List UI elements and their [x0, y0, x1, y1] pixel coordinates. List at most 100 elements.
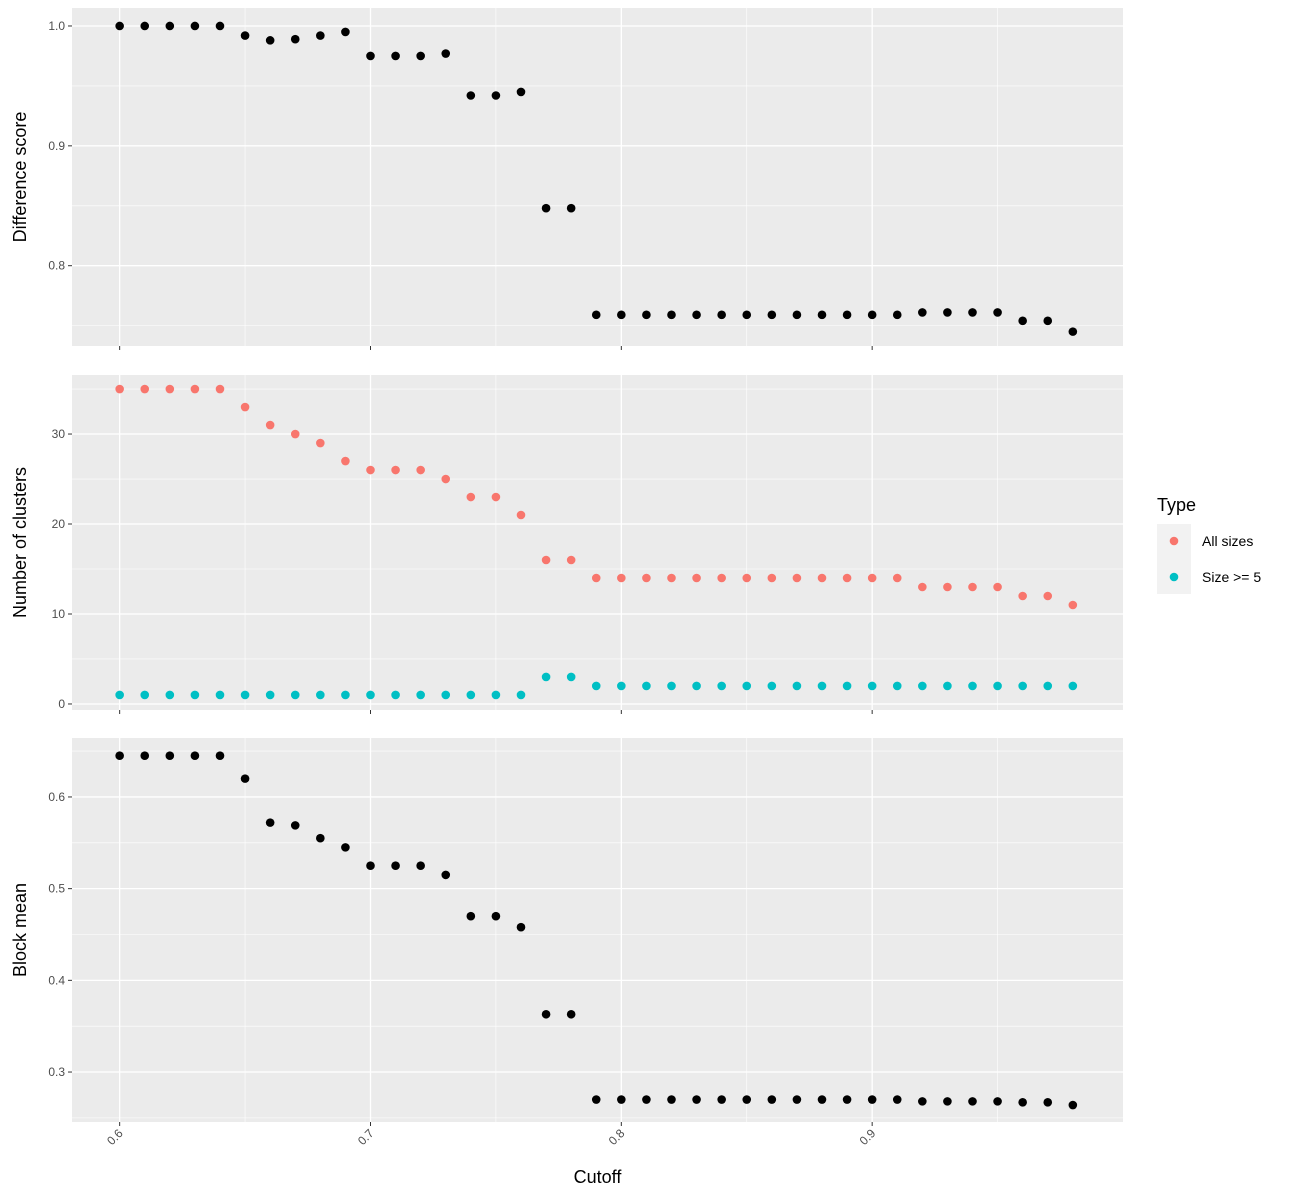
data-point [115, 751, 124, 760]
data-point [240, 402, 250, 412]
data-point [667, 681, 676, 691]
data-point [817, 681, 827, 691]
data-point [1043, 316, 1053, 326]
data-point [115, 690, 124, 700]
data-point [867, 573, 877, 583]
y-tick-label: 0.8 [48, 259, 65, 273]
y-tick-label: 0.6 [48, 790, 65, 804]
data-point [842, 310, 852, 320]
data-point [265, 690, 275, 700]
data-point [316, 438, 325, 448]
data-point [391, 690, 400, 700]
data-point [968, 582, 977, 592]
data-point [792, 681, 802, 691]
data-point [215, 21, 225, 31]
data-point [717, 310, 726, 320]
data-point [516, 87, 526, 97]
data-point [290, 821, 300, 830]
data-point [792, 573, 802, 583]
data-point [391, 465, 400, 475]
y-tick-label: 0.4 [48, 973, 65, 987]
data-point [1068, 600, 1078, 610]
data-point [391, 51, 400, 61]
data-point [215, 690, 225, 700]
y-axis-label: Difference score [10, 112, 30, 243]
data-point [140, 690, 150, 700]
data-point [817, 310, 827, 320]
data-point [742, 310, 752, 320]
data-point [642, 310, 651, 320]
data-point [491, 690, 501, 700]
data-point [190, 690, 200, 700]
y-axis-label: Block mean [10, 883, 30, 977]
data-point [566, 555, 576, 565]
data-point [341, 843, 350, 852]
legend-key-background [1157, 524, 1191, 594]
data-point [341, 690, 350, 700]
data-point [165, 21, 175, 31]
data-point [1068, 1100, 1078, 1110]
y-tick-label: 30 [52, 427, 66, 441]
data-point [692, 573, 701, 583]
data-point [240, 774, 250, 783]
data-point [867, 1095, 877, 1104]
data-point [190, 751, 200, 760]
legend-title: Type [1157, 495, 1196, 515]
data-point [943, 681, 952, 691]
data-point [441, 474, 451, 484]
data-point [993, 681, 1002, 691]
data-point [993, 308, 1002, 317]
data-point [968, 681, 977, 691]
data-point [491, 91, 501, 100]
data-point [717, 573, 726, 583]
data-point [617, 681, 626, 691]
data-point [516, 690, 526, 700]
data-point [692, 681, 701, 691]
data-point [416, 51, 425, 61]
data-point [265, 818, 275, 827]
data-point [541, 203, 551, 213]
data-point [1018, 681, 1027, 691]
data-point [767, 681, 777, 691]
data-point [115, 384, 124, 394]
data-point [566, 672, 576, 682]
data-point [541, 1009, 551, 1019]
data-point [441, 870, 451, 880]
data-point [792, 310, 802, 320]
y-tick-label: 0.3 [48, 1065, 65, 1079]
data-point [667, 1095, 676, 1104]
data-point [215, 751, 225, 760]
data-point [867, 681, 877, 691]
data-point [767, 573, 777, 583]
data-point [742, 681, 752, 691]
data-point [692, 1095, 701, 1104]
data-point [1018, 316, 1027, 326]
data-point [642, 573, 651, 583]
data-point [1068, 327, 1078, 336]
data-point [617, 310, 626, 320]
data-point [190, 21, 200, 31]
data-point [817, 573, 827, 583]
data-point [140, 751, 150, 760]
panel-background [72, 8, 1123, 346]
data-point [617, 1095, 626, 1104]
data-point [441, 690, 451, 700]
data-point [591, 310, 601, 320]
data-point [165, 751, 175, 760]
data-point [115, 21, 124, 31]
legend-key [1169, 536, 1179, 546]
x-tick-label: 0.8 [606, 1126, 628, 1148]
data-point [466, 91, 476, 100]
data-point [165, 384, 175, 394]
data-point [792, 1095, 802, 1104]
data-point [667, 310, 676, 320]
data-point [416, 861, 425, 871]
data-point [290, 34, 300, 44]
data-point [591, 681, 601, 691]
y-axis-label: Number of clusters [10, 467, 30, 618]
data-point [918, 308, 927, 317]
legend-label: Size >= 5 [1202, 569, 1261, 585]
data-point [892, 1095, 902, 1104]
legend-label: All sizes [1202, 533, 1253, 549]
x-tick-label: 0.7 [355, 1126, 377, 1148]
